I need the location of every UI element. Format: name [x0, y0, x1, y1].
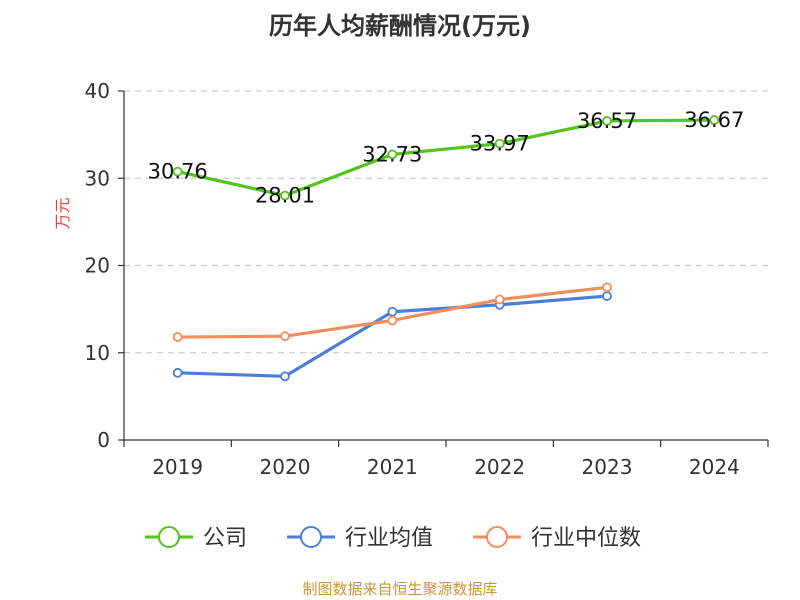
data-point-industry_median — [280, 331, 290, 342]
data-label-company: 33.97 — [470, 132, 530, 156]
data-point-company — [602, 116, 612, 126]
data-label-company: 36.67 — [684, 108, 744, 132]
legend-swatch-marker — [486, 526, 508, 548]
chart-title: 历年人均薪酬情况(万元) — [269, 12, 531, 40]
legend-label: 行业中位数 — [531, 526, 641, 551]
data-point-company — [172, 166, 183, 177]
y-tick-label: 20 — [85, 254, 110, 278]
y-tick-label: 0 — [97, 428, 110, 452]
data-point-industry_avg — [280, 371, 290, 382]
data-point-company — [494, 138, 505, 149]
data-point-industry_avg — [387, 306, 398, 317]
legend-label: 行业均值 — [345, 526, 433, 551]
legend-item-industry_avg: 行业均值 — [287, 526, 433, 551]
data-label-company: 30.76 — [148, 160, 208, 184]
series-line-company — [176, 118, 716, 198]
legend-swatch-marker — [300, 526, 322, 548]
y-tick-label: 10 — [85, 341, 110, 365]
y-tick-label: 40 — [85, 79, 110, 103]
source-note: 制图数据来自恒生聚源数据库 — [302, 580, 498, 598]
data-point-industry_avg — [172, 367, 183, 378]
x-tick-label: 2021 — [367, 455, 418, 479]
x-tick-label: 2024 — [689, 455, 740, 479]
legend-item-industry_median: 行业中位数 — [473, 526, 641, 551]
x-tick-label: 2022 — [474, 455, 525, 479]
data-point-company — [709, 115, 720, 125]
legend-swatch-marker — [158, 526, 180, 548]
data-point-industry_median — [494, 294, 505, 305]
data-point-company — [280, 190, 290, 201]
series — [172, 115, 720, 382]
data-point-industry_median — [387, 315, 398, 326]
legend-label: 公司 — [203, 526, 247, 551]
x-tick-label: 2020 — [260, 455, 311, 479]
axes: 0 10 20 30 40 2019 2020 2021 2022 2023 2024 万元 — [53, 79, 769, 479]
y-axis-label: 万元 — [53, 197, 72, 229]
data-point-industry_median — [172, 332, 183, 342]
data-label-company: 36.57 — [577, 109, 637, 133]
legend: 公司 行业均值 行业中位数 — [145, 526, 641, 551]
x-tick-label: 2019 — [152, 455, 203, 479]
data-label-company: 32.73 — [362, 142, 422, 166]
x-tick-label: 2023 — [582, 455, 633, 479]
data-labels: 30.76 28.01 32.73 33.97 36.57 36.67 — [148, 108, 745, 208]
data-point-company — [387, 149, 398, 160]
data-point-industry_median — [602, 282, 612, 293]
gridlines — [124, 90, 768, 354]
y-tick-label: 30 — [85, 166, 110, 190]
legend-item-company: 公司 — [145, 526, 247, 551]
data-point-industry_avg — [602, 291, 612, 301]
data-label-company: 28.01 — [255, 184, 315, 208]
